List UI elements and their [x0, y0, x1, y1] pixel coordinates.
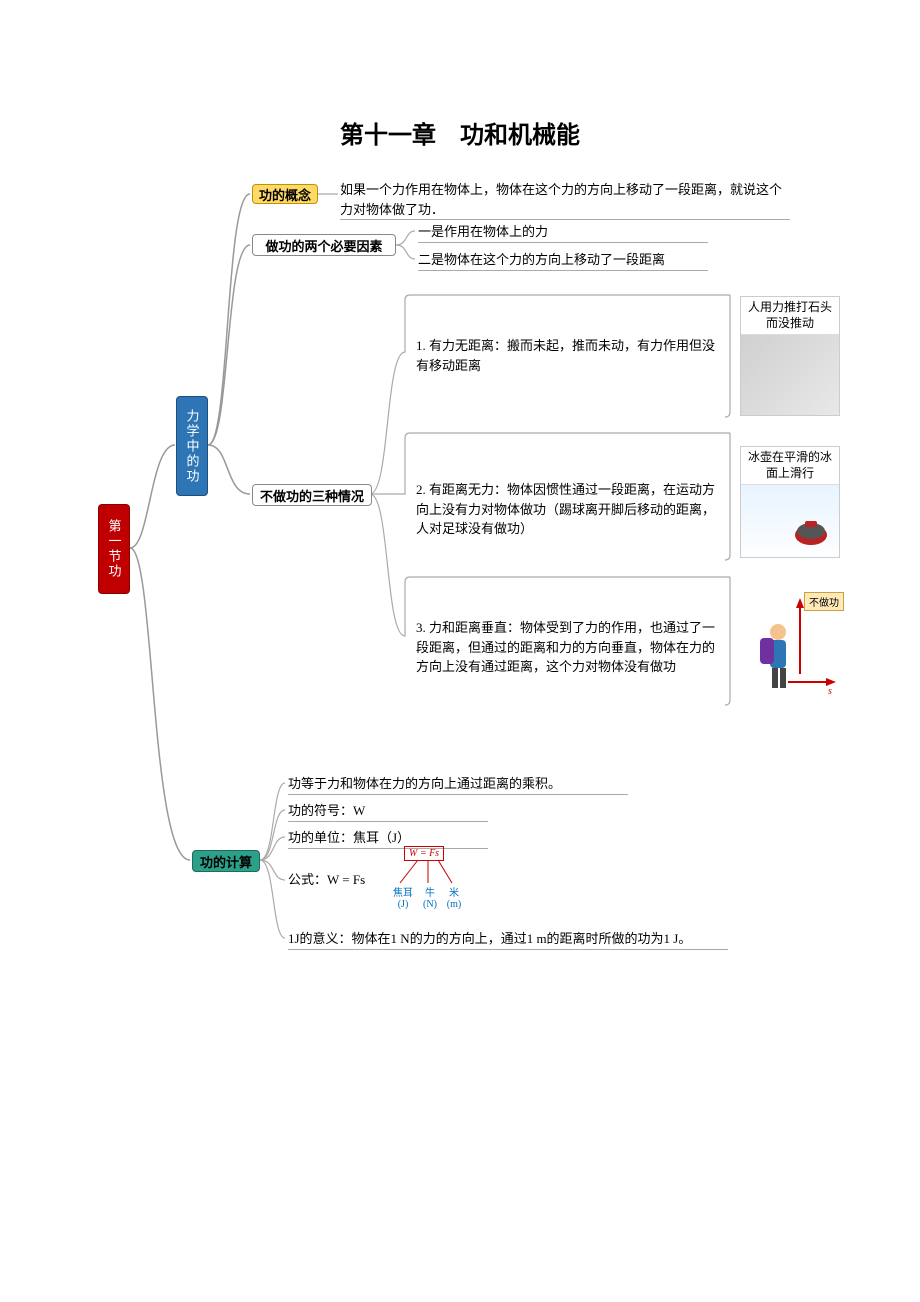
- case1-image: 人用力推打石头而没推动: [740, 296, 840, 416]
- two-factors-label: 做功的两个必要因素: [252, 234, 396, 256]
- no-work-label: 不做功的三种情况: [252, 484, 372, 506]
- factor2-text: 二是物体在这个力的方向上移动了一段距离: [418, 250, 708, 271]
- curling-icon: [741, 485, 840, 558]
- branch-mechanics: 力学中的功: [176, 396, 208, 496]
- chapter-title: 第十一章 功和机械能: [0, 115, 920, 150]
- formula-unit-n: 牛 (N): [420, 884, 440, 910]
- formula-unit-m: 米 (m): [444, 884, 464, 910]
- case1-caption: 人用力推打石头而没推动: [741, 297, 839, 335]
- calc-def: 功等于力和物体在力的方向上通过距离的乘积。: [288, 774, 628, 795]
- calc-formula-prefix: 公式：W = Fs: [288, 870, 398, 890]
- factor1-text: 一是作用在物体上的力: [418, 222, 708, 243]
- formula-badge: W = Fs: [404, 846, 444, 861]
- case1-text: 1. 有力无距离：搬而未起，推而未动，有力作用但没有移动距离: [416, 336, 726, 375]
- case2-caption: 冰壶在平滑的冰面上滑行: [741, 447, 839, 485]
- case2-text: 2. 有距离无力：物体因惯性通过一段距离，在运动方向上没有力对物体做功（踢球离开…: [416, 480, 726, 539]
- case2-image: 冰壶在平滑的冰面上滑行: [740, 446, 840, 558]
- concept-text: 如果一个力作用在物体上，物体在这个力的方向上移动了一段距离，就说这个力对物体做了…: [340, 180, 790, 220]
- calc-symbol: 功的符号：W: [288, 801, 488, 822]
- mindmap-page: 第十一章 功和机械能 第一节功: [0, 0, 920, 1302]
- branch-calculation: 功的计算: [192, 850, 260, 872]
- case3-text: 3. 力和距离垂直：物体受到了力的作用，也通过了一段距离，但通过的距离和力的方向…: [416, 618, 726, 677]
- formula-diagram: W = Fs: [404, 845, 444, 861]
- case3-badge: 不做功: [804, 592, 844, 611]
- case2-image-body: [741, 485, 839, 558]
- root-node: 第一节功: [98, 504, 130, 594]
- svg-text:s: s: [828, 686, 832, 697]
- case1-image-body: [741, 335, 839, 415]
- formula-unit-j: 焦耳 (J): [388, 884, 418, 910]
- calc-unit: 功的单位：焦耳（J）: [288, 828, 488, 849]
- concept-label: 功的概念: [252, 184, 318, 204]
- calc-meaning: 1J的意义：物体在1 N的力的方向上，通过1 m的距离时所做的功为1 J。: [288, 929, 728, 950]
